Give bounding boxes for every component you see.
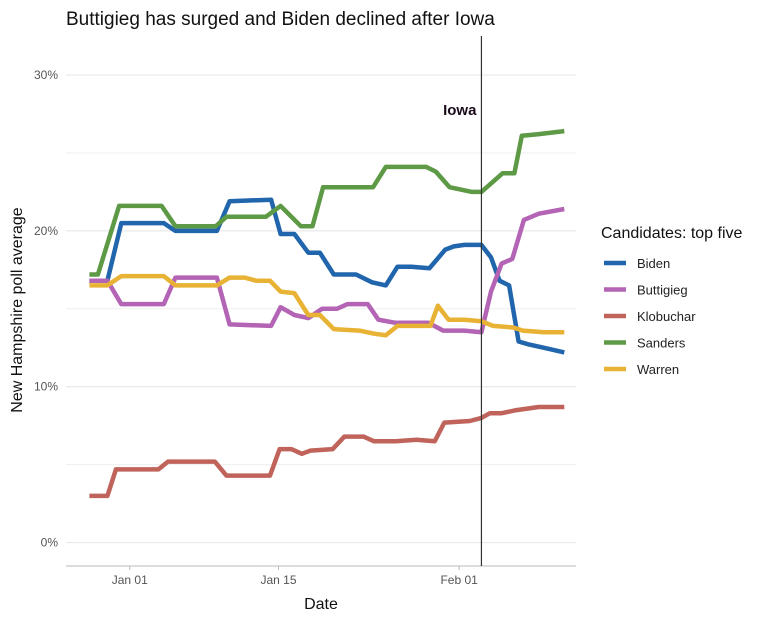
legend-title: Candidates: top five xyxy=(601,225,743,242)
x-tick-label: Feb 01 xyxy=(440,573,478,587)
legend: Candidates: top five Biden Buttigieg Klobu… xyxy=(601,225,743,377)
x-tick-label: Jan 01 xyxy=(112,573,148,587)
chart-title: Buttigieg has surged and Biden declined … xyxy=(66,9,495,30)
legend-label-klobuchar: Klobuchar xyxy=(637,309,696,324)
legend-label-biden: Biden xyxy=(637,256,670,271)
y-tick-label: 20% xyxy=(34,224,58,238)
y-tick-label: 0% xyxy=(41,536,59,550)
series-line-warren xyxy=(89,273,565,338)
y-axis-title: New Hampshire poll average xyxy=(9,207,26,413)
series-line-buttigieg xyxy=(89,206,565,335)
legend-label-warren: Warren xyxy=(637,362,679,377)
x-axis-title: Date xyxy=(304,596,338,613)
x-tick-label: Jan 15 xyxy=(260,573,296,587)
y-axis-ticks: 0% 10% 20% 30% xyxy=(34,68,58,550)
x-axis-ticks: Jan 01 Jan 15 Feb 01 xyxy=(112,566,478,587)
y-tick-label: 10% xyxy=(34,380,58,394)
series-line-biden xyxy=(89,197,565,355)
y-tick-label: 30% xyxy=(34,68,58,82)
legend-label-sanders: Sanders xyxy=(637,336,686,351)
iowa-label: Iowa xyxy=(443,102,477,119)
major-gridlines xyxy=(66,74,576,544)
series-line-sanders xyxy=(89,128,565,277)
series-line-klobuchar xyxy=(89,404,565,499)
series-lines xyxy=(89,128,565,499)
legend-label-buttigieg: Buttigieg xyxy=(637,283,688,298)
annotations: Iowa xyxy=(443,36,483,566)
